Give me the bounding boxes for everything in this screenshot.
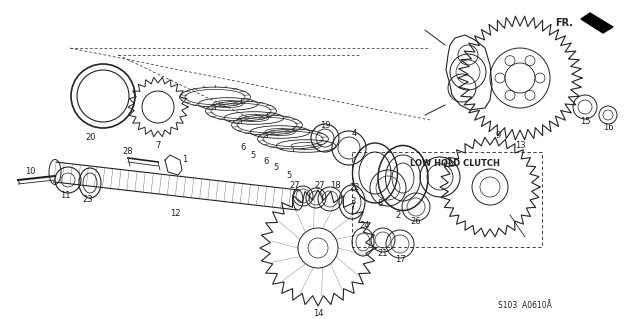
Text: 19: 19	[320, 121, 330, 130]
Text: 15: 15	[580, 116, 590, 125]
Text: 16: 16	[603, 123, 613, 132]
Text: 26: 26	[411, 218, 421, 226]
Text: 7: 7	[156, 140, 161, 150]
Text: 14: 14	[313, 308, 323, 317]
Text: 12: 12	[170, 209, 180, 218]
Polygon shape	[581, 13, 613, 33]
Text: 6: 6	[240, 144, 246, 152]
Text: 11: 11	[60, 191, 70, 201]
Text: 27: 27	[315, 181, 325, 189]
Text: 5: 5	[250, 151, 255, 160]
Text: 13: 13	[515, 142, 525, 151]
Text: 27: 27	[290, 181, 300, 189]
Text: 10: 10	[25, 167, 35, 176]
Text: 24: 24	[360, 221, 371, 231]
Text: 20: 20	[86, 133, 96, 143]
Text: FR.: FR.	[555, 18, 573, 28]
Text: 25: 25	[443, 158, 453, 167]
Text: 28: 28	[123, 147, 133, 157]
Text: 17: 17	[395, 256, 405, 264]
Text: 2: 2	[396, 211, 401, 220]
Text: 18: 18	[330, 182, 340, 190]
Text: 9: 9	[495, 130, 500, 139]
Text: 3: 3	[350, 197, 356, 205]
Text: 8: 8	[378, 198, 383, 207]
Text: 6: 6	[263, 158, 269, 167]
Text: 22: 22	[349, 183, 360, 192]
Text: 21: 21	[378, 249, 388, 258]
Text: 1: 1	[182, 155, 188, 165]
Text: 5: 5	[286, 170, 292, 180]
Text: 4: 4	[351, 130, 356, 138]
Text: S103  A0610Å: S103 A0610Å	[498, 300, 552, 309]
Text: LOW HOLD CLUTCH: LOW HOLD CLUTCH	[410, 159, 500, 167]
Text: 23: 23	[83, 196, 93, 204]
Bar	[352, 152, 542, 247]
Text: 5: 5	[273, 164, 278, 173]
